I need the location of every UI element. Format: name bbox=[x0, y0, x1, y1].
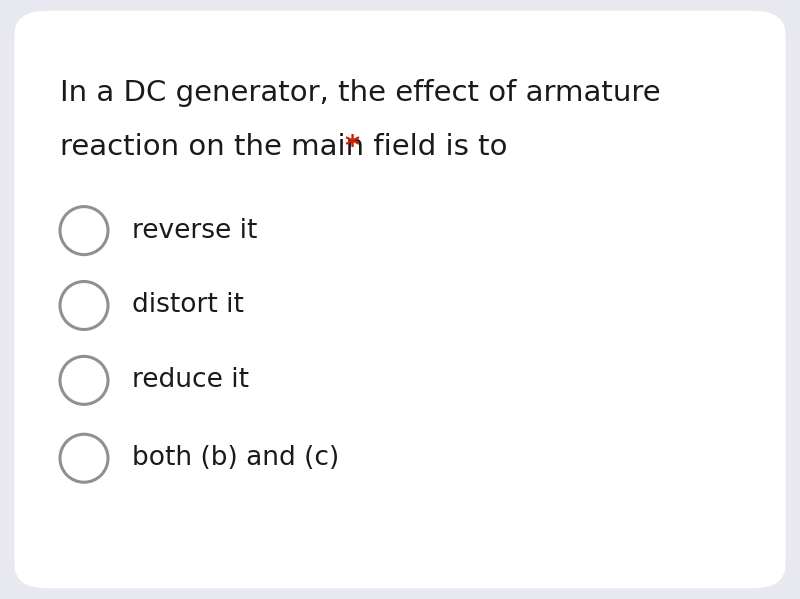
Text: *: * bbox=[344, 133, 359, 161]
Text: distort it: distort it bbox=[132, 292, 244, 319]
Text: reverse it: reverse it bbox=[132, 217, 258, 244]
Text: reduce it: reduce it bbox=[132, 367, 249, 394]
Text: reaction on the main field is to: reaction on the main field is to bbox=[60, 133, 517, 161]
Text: In a DC generator, the effect of armature: In a DC generator, the effect of armatur… bbox=[60, 79, 661, 107]
Text: both (b) and (c): both (b) and (c) bbox=[132, 445, 339, 471]
FancyBboxPatch shape bbox=[14, 11, 786, 588]
